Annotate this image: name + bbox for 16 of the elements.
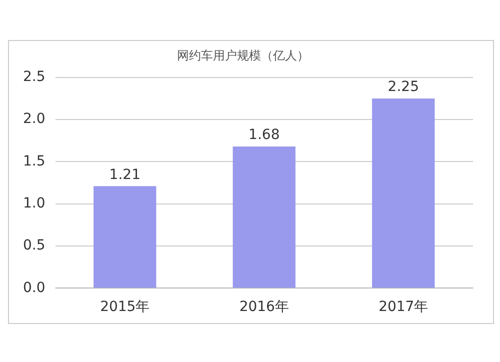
x-tick-label: 2016年 (239, 299, 289, 316)
data-label: 2.25 (388, 79, 419, 96)
x-tick-label: 2015年 (100, 299, 150, 316)
y-tick-label: 1.0 (23, 196, 46, 212)
y-tick-label: 0.0 (23, 280, 46, 296)
x-tick-label: 2017年 (378, 299, 428, 316)
y-tick-label: 2.0 (23, 111, 46, 128)
bar (232, 146, 296, 288)
y-tick-label: 1.5 (23, 153, 46, 170)
y-tick-label: 2.5 (23, 69, 46, 86)
bar (372, 98, 435, 288)
data-label: 1.68 (248, 127, 280, 144)
chart-title: 网约车用户规模（亿人） (177, 48, 309, 62)
bar (94, 186, 156, 288)
data-label: 1.21 (109, 166, 140, 183)
y-tick-label: 0.5 (23, 238, 46, 254)
